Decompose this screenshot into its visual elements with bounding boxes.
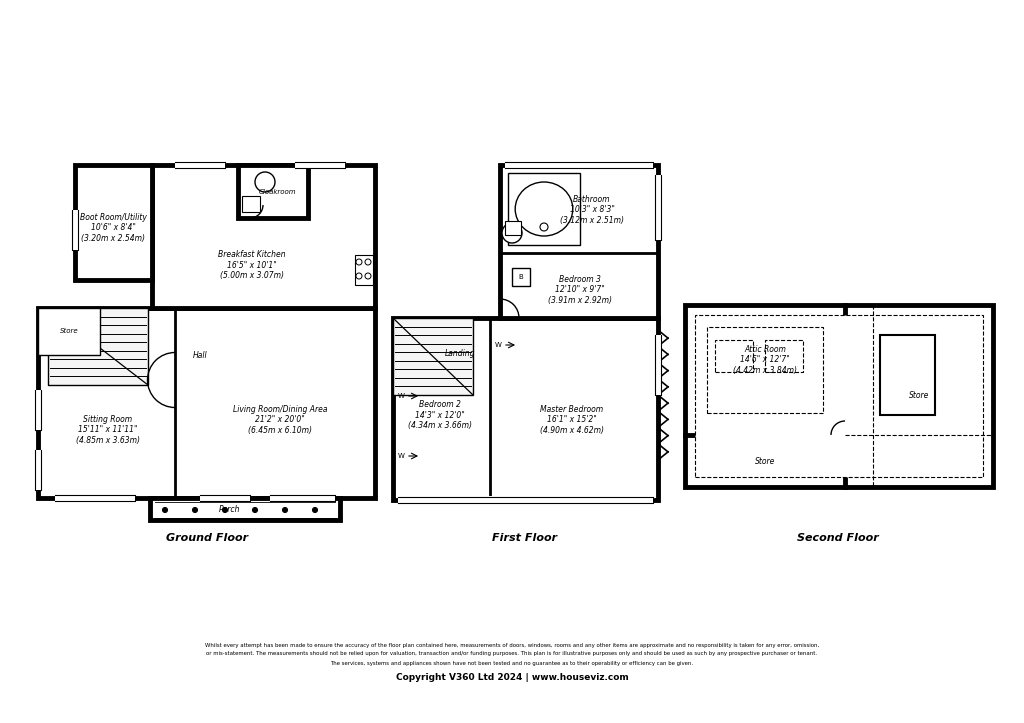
Bar bbox=[512, 268, 530, 286]
Ellipse shape bbox=[515, 182, 572, 236]
Bar bbox=[270, 494, 335, 502]
Circle shape bbox=[253, 508, 257, 513]
Bar bbox=[695, 315, 983, 477]
Bar bbox=[355, 255, 373, 285]
Text: Hall: Hall bbox=[193, 351, 207, 361]
Text: Bathroom
10'3" x 8'3"
(3.12m x 2.51m): Bathroom 10'3" x 8'3" (3.12m x 2.51m) bbox=[560, 195, 624, 225]
Bar bbox=[500, 165, 658, 318]
Circle shape bbox=[356, 273, 362, 279]
Text: The services, systems and appliances shown have not been tested and no guarantee: The services, systems and appliances sho… bbox=[331, 661, 693, 665]
Bar bbox=[150, 498, 340, 520]
Bar bbox=[393, 318, 473, 395]
Text: Porch: Porch bbox=[219, 505, 241, 515]
Circle shape bbox=[255, 172, 275, 192]
Bar bbox=[505, 221, 521, 235]
Circle shape bbox=[540, 223, 548, 231]
Bar bbox=[765, 340, 803, 372]
Bar bbox=[75, 165, 152, 280]
Bar bbox=[38, 308, 100, 355]
Text: First Floor: First Floor bbox=[493, 533, 557, 543]
Bar bbox=[200, 494, 250, 502]
Text: Landing: Landing bbox=[444, 348, 475, 357]
Text: Breakfast Kitchen
16'5" x 10'1"
(5.00m x 3.07m): Breakfast Kitchen 16'5" x 10'1" (5.00m x… bbox=[218, 250, 286, 280]
Bar bbox=[34, 390, 42, 430]
Bar bbox=[707, 327, 823, 413]
Bar bbox=[505, 161, 653, 169]
Bar bbox=[654, 335, 662, 395]
Bar bbox=[152, 165, 375, 308]
Bar bbox=[38, 308, 375, 498]
Text: Store: Store bbox=[909, 391, 929, 401]
Bar bbox=[508, 173, 580, 245]
Text: or mis-statement. The measurements should not be relied upon for valuation, tran: or mis-statement. The measurements shoul… bbox=[207, 651, 817, 656]
Bar bbox=[393, 318, 658, 500]
Circle shape bbox=[365, 259, 371, 265]
Circle shape bbox=[365, 273, 371, 279]
Text: Store: Store bbox=[755, 456, 775, 466]
Text: Cloakroom: Cloakroom bbox=[259, 189, 297, 195]
Text: Boot Room/Utility
10'6" x 8'4"
(3.20m x 2.54m): Boot Room/Utility 10'6" x 8'4" (3.20m x … bbox=[80, 213, 146, 243]
Bar bbox=[242, 196, 260, 212]
Bar bbox=[715, 340, 753, 372]
Text: Living Room/Dining Area
21'2" x 20'0"
(6.45m x 6.10m): Living Room/Dining Area 21'2" x 20'0" (6… bbox=[232, 405, 328, 435]
Text: Whilst every attempt has been made to ensure the accuracy of the floor plan cont: Whilst every attempt has been made to en… bbox=[205, 643, 819, 648]
Bar bbox=[654, 175, 662, 240]
Bar bbox=[295, 161, 345, 169]
Text: B: B bbox=[518, 274, 523, 280]
Text: Copyright V360 Ltd 2024 | www.houseviz.com: Copyright V360 Ltd 2024 | www.houseviz.c… bbox=[395, 672, 629, 682]
Bar bbox=[685, 305, 993, 487]
Text: Master Bedroom
16'1" x 15'2"
(4.90m x 4.62m): Master Bedroom 16'1" x 15'2" (4.90m x 4.… bbox=[540, 405, 604, 435]
Bar bbox=[71, 210, 79, 250]
Bar bbox=[175, 161, 225, 169]
Text: W: W bbox=[495, 342, 502, 348]
Text: Bedroom 3
12'10" x 9'7"
(3.91m x 2.92m): Bedroom 3 12'10" x 9'7" (3.91m x 2.92m) bbox=[548, 275, 612, 305]
Text: Ground Floor: Ground Floor bbox=[166, 533, 248, 543]
Bar bbox=[880, 335, 935, 415]
Bar bbox=[55, 494, 135, 502]
Text: W: W bbox=[397, 393, 404, 399]
Circle shape bbox=[502, 223, 522, 243]
Text: Store: Store bbox=[59, 328, 78, 334]
Text: Attic Room
14'6" x 12'7"
(4.42m x 3.84m): Attic Room 14'6" x 12'7" (4.42m x 3.84m) bbox=[733, 345, 797, 375]
Text: Bedroom 2
14'3" x 12'0"
(4.34m x 3.66m): Bedroom 2 14'3" x 12'0" (4.34m x 3.66m) bbox=[408, 400, 472, 430]
Text: Second Floor: Second Floor bbox=[797, 533, 879, 543]
Circle shape bbox=[283, 508, 288, 513]
Circle shape bbox=[312, 508, 317, 513]
Text: W: W bbox=[397, 453, 404, 459]
Circle shape bbox=[193, 508, 198, 513]
Circle shape bbox=[222, 508, 227, 513]
Text: Sitting Room
15'11" x 11'11"
(4.85m x 3.63m): Sitting Room 15'11" x 11'11" (4.85m x 3.… bbox=[76, 415, 140, 445]
Circle shape bbox=[356, 259, 362, 265]
Bar bbox=[238, 165, 308, 218]
Bar bbox=[34, 450, 42, 490]
Circle shape bbox=[163, 508, 168, 513]
Bar bbox=[398, 496, 653, 504]
Bar bbox=[48, 308, 148, 385]
